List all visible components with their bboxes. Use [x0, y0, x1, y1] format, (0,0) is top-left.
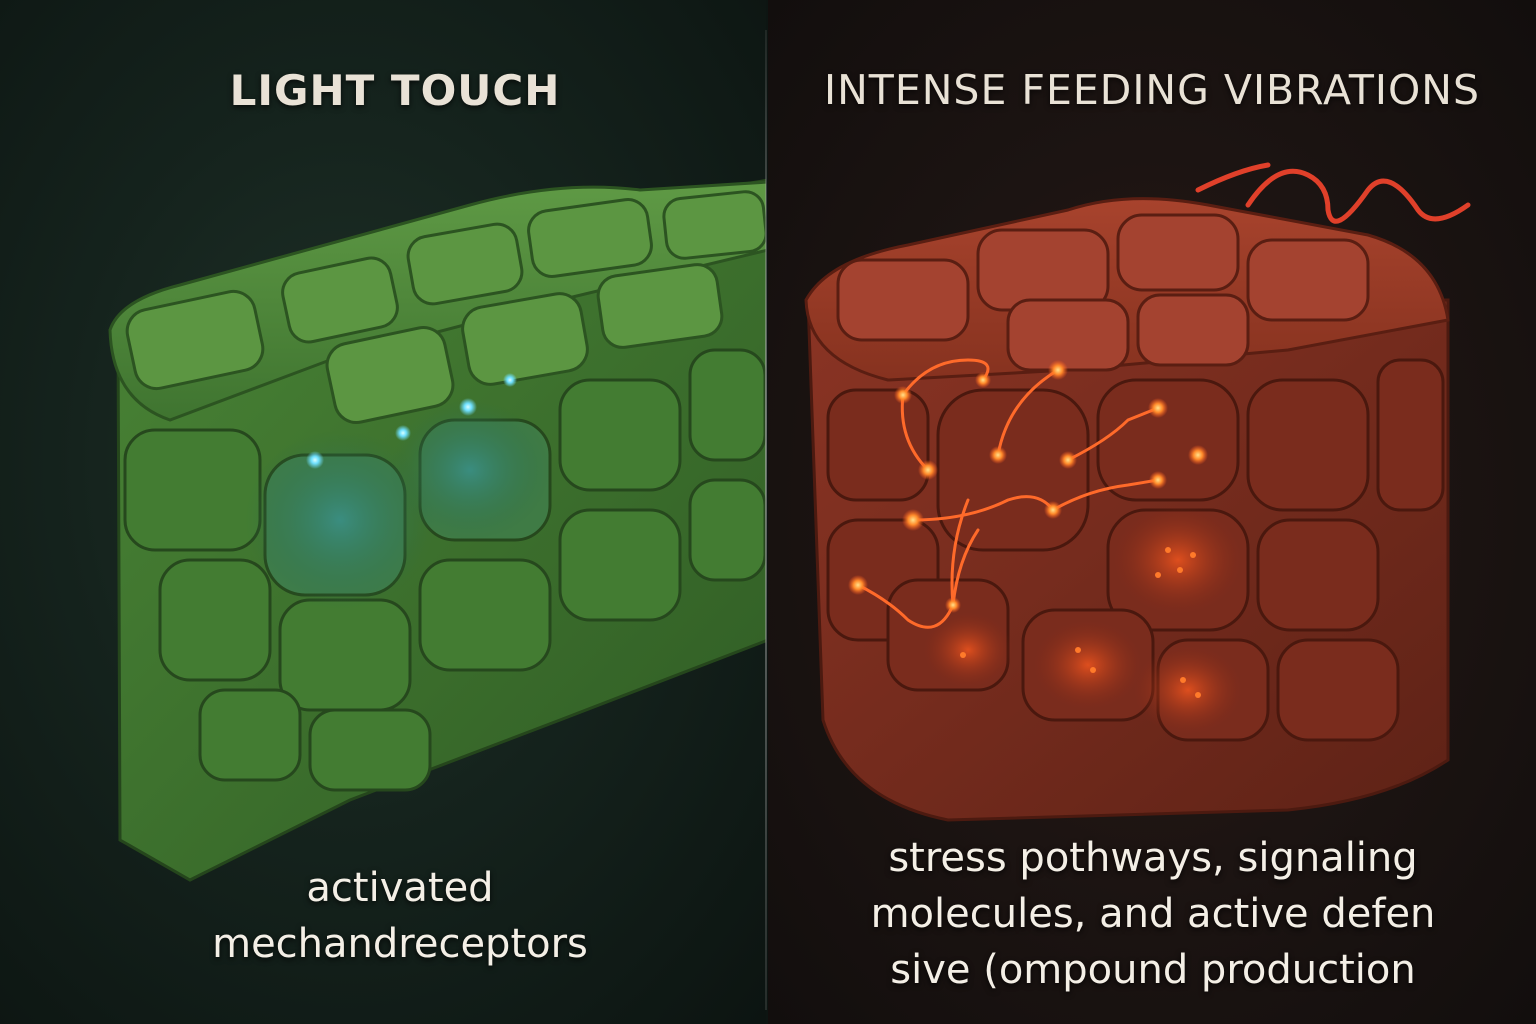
caption-line: sive (ompound production	[890, 947, 1416, 993]
intense-feeding-panel: INTENSE FEEDING VIBRATIONS stress pothwa…	[768, 0, 1536, 1024]
caption-line: stress pothways, signaling	[888, 835, 1418, 881]
red-tissue-block-illustration	[804, 162, 1471, 822]
light-touch-caption: activated mechandreceptors	[200, 860, 600, 972]
green-tissue-block-illustration	[108, 178, 766, 882]
panel-divider	[765, 30, 767, 1010]
caption-line: mechandreceptors	[212, 921, 588, 967]
caption-line: activated	[306, 865, 494, 911]
light-touch-panel: LIGHT TOUCH activated mechandreceptors	[0, 0, 766, 1024]
caption-line: molecules, and active defen	[870, 891, 1436, 937]
intense-feeding-caption: stress pothways, signaling molecules, an…	[828, 830, 1478, 998]
intense-feeding-heading: INTENSE FEEDING VIBRATIONS	[824, 66, 1480, 114]
light-touch-heading: LIGHT TOUCH	[229, 66, 561, 115]
